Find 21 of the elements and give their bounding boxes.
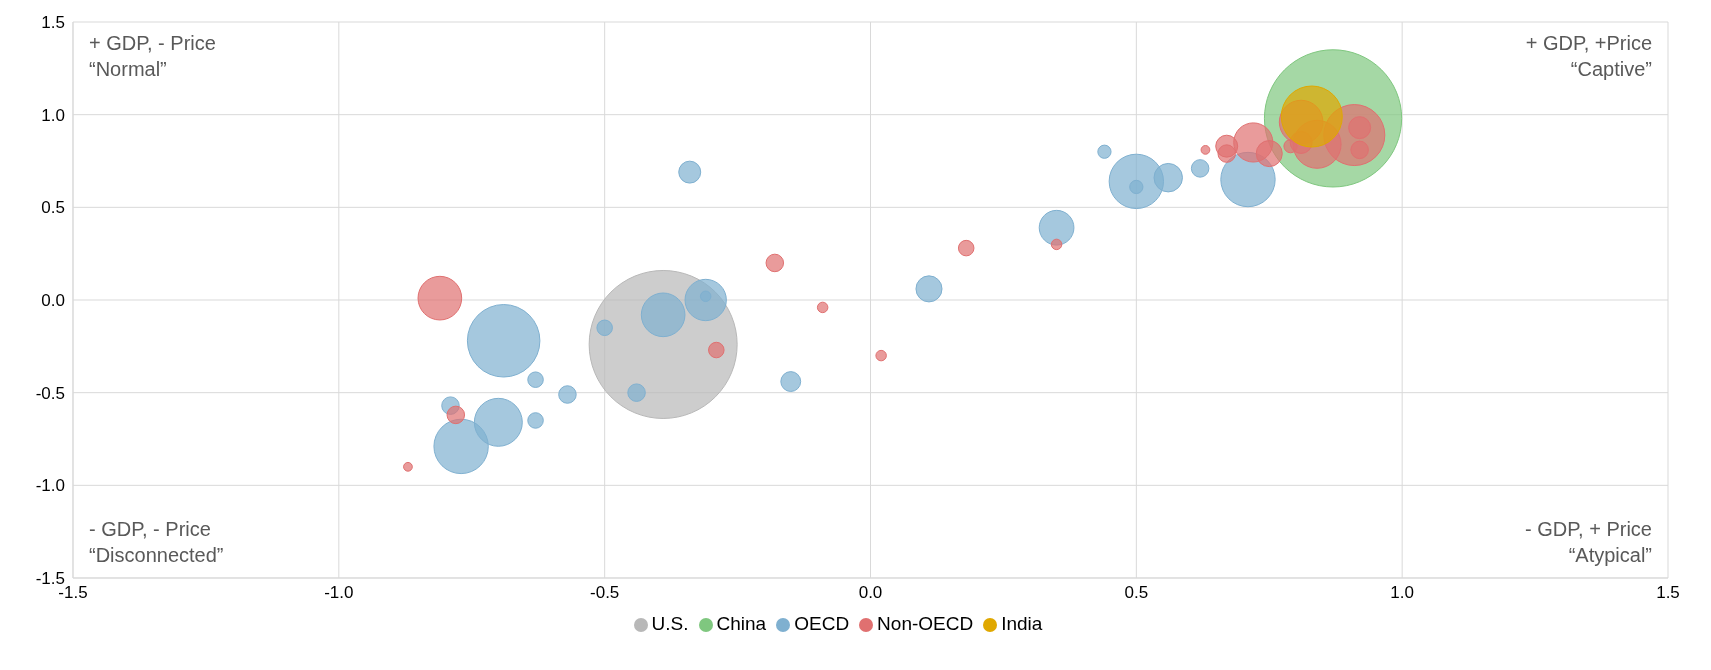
annotation: + GDP, - Price “Normal” bbox=[89, 31, 216, 82]
y-tick-label: -1.0 bbox=[35, 476, 65, 496]
legend-label: Non-OECD bbox=[877, 613, 974, 634]
x-tick-label: -1.0 bbox=[324, 583, 354, 603]
legend-label: India bbox=[1001, 613, 1043, 634]
annotation: - GDP, - Price “Disconnected” bbox=[89, 517, 224, 568]
y-tick-label: 1.0 bbox=[41, 105, 65, 125]
y-tick-label: -0.5 bbox=[35, 383, 65, 403]
x-tick-label: 1.0 bbox=[1390, 583, 1414, 603]
y-tick-label: 0.0 bbox=[41, 291, 65, 311]
legend-label: China bbox=[716, 613, 767, 634]
x-tick-label: -0.5 bbox=[590, 583, 620, 603]
legend-label: U.S. bbox=[651, 613, 689, 634]
annotation: + GDP, +Price “Captive” bbox=[1525, 31, 1652, 82]
x-tick-label: 0.5 bbox=[1124, 583, 1149, 603]
x-tick-label: 0.0 bbox=[858, 583, 883, 603]
y-tick-label: 0.5 bbox=[41, 198, 65, 218]
y-tick-label: 1.5 bbox=[41, 13, 65, 33]
legend-label: OECD bbox=[794, 613, 850, 634]
annotation: - GDP, + Price “Atypical” bbox=[1525, 517, 1652, 568]
x-tick-label: 1.5 bbox=[1656, 583, 1680, 603]
